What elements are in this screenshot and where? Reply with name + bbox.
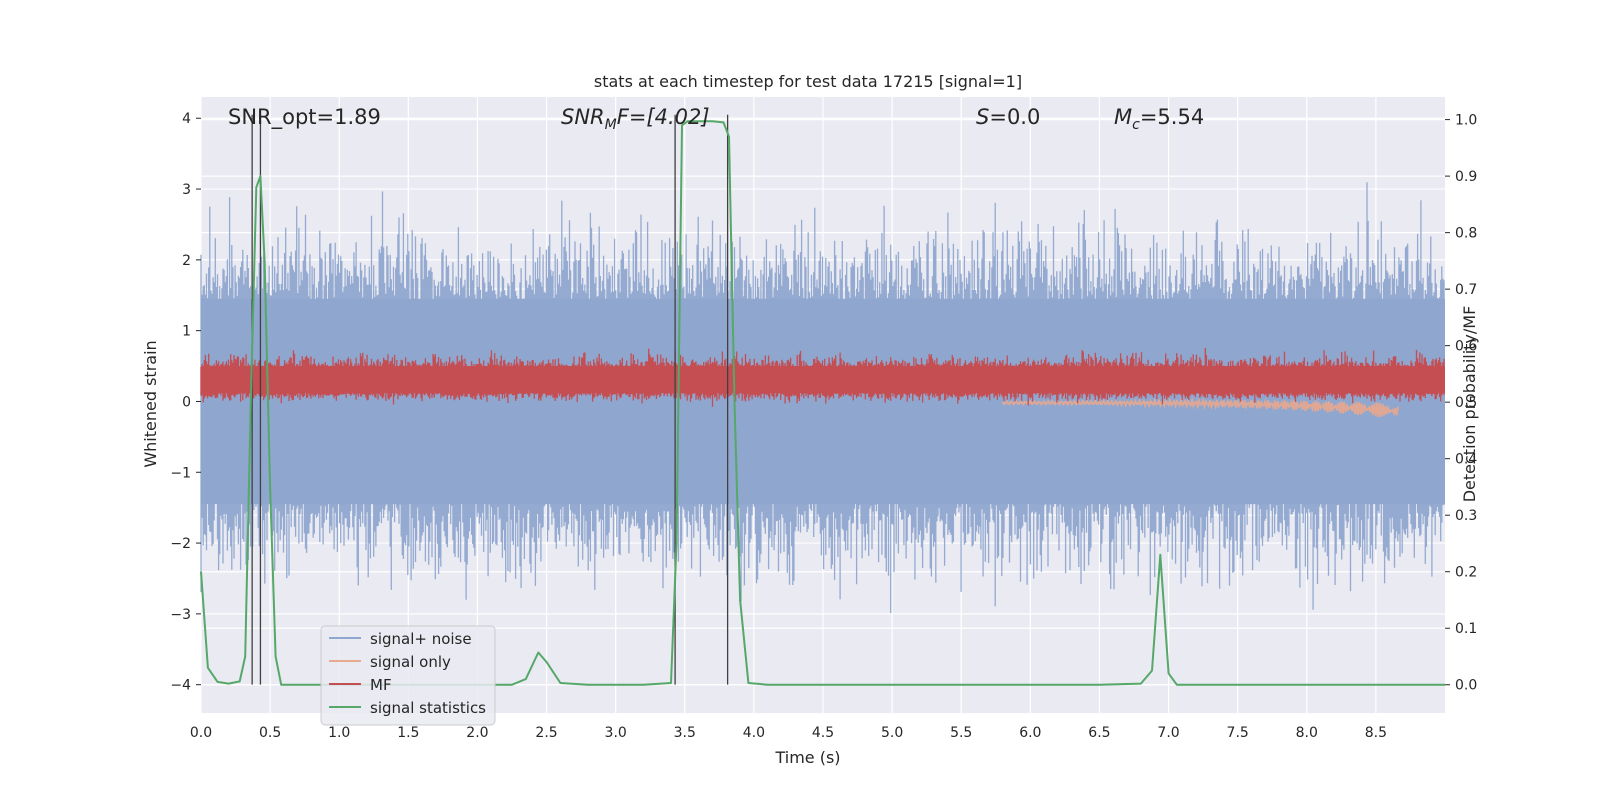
y-tick-label-right: 0.2 <box>1455 565 1477 581</box>
legend-label-signal-statistics: signal statistics <box>370 699 486 717</box>
annotation-s-italic: S <box>976 105 989 129</box>
y-axis-label-right: Detection probability/MF <box>1460 306 1479 503</box>
x-tick-label: 8.5 <box>1365 725 1387 741</box>
x-tick-label: 1.0 <box>328 725 350 741</box>
x-tick-label: 7.0 <box>1157 725 1179 741</box>
series-mf <box>200 347 1445 407</box>
annotation-mc-rest: =5.54 <box>1140 105 1204 129</box>
legend-item-signal-statistics: signal statistics <box>329 699 486 717</box>
series-signal-statistics <box>200 120 1445 686</box>
x-tick-label: 4.0 <box>743 725 765 741</box>
legend-item-mf: MF <box>329 676 392 694</box>
x-tick-label: 0.0 <box>190 725 212 741</box>
x-tick-label: 5.0 <box>881 725 903 741</box>
annotation-mc-italic: M <box>1114 105 1132 129</box>
signal-only-trace <box>1001 396 1399 418</box>
y-tick-label-left: −1 <box>170 465 191 481</box>
tick-labels: 0.0 0.5 1.0 1.5 2.0 2.5 3.0 3.5 4.0 4.5 5.0 5.5 6.0 6… <box>170 111 1477 741</box>
y-tick-label-left: 1 <box>182 324 191 340</box>
y-tick-label-right: 0.0 <box>1455 678 1477 694</box>
x-tick-label: 5.5 <box>950 725 972 741</box>
chart-title: stats at each timestep for test data 172… <box>594 72 1022 91</box>
y-tick-label-left: −3 <box>170 607 191 623</box>
annotation-snr-opt: SNR_opt=1.89 <box>228 105 381 130</box>
x-tick-label: 4.5 <box>812 725 834 741</box>
x-tick-label: 1.5 <box>397 725 419 741</box>
y-tick-label-left: −4 <box>170 678 191 694</box>
legend: signal+ noise signal only MF signal stat… <box>320 625 496 726</box>
annotation-snr-mf-sub: M <box>605 117 617 133</box>
annotation-mc-sub: c <box>1132 117 1140 133</box>
x-tick-label: 2.0 <box>466 725 488 741</box>
y-tick-label-right: 0.3 <box>1455 508 1477 524</box>
x-tick-label: 6.0 <box>1019 725 1041 741</box>
y-tick-label-right: 0.8 <box>1455 226 1477 242</box>
y-axis-label-left: Whitened strain <box>141 340 160 467</box>
x-tick-label: 7.5 <box>1227 725 1249 741</box>
y-tick-label-left: 3 <box>182 182 191 198</box>
x-axis-label: Time (s) <box>774 748 840 767</box>
y-tick-label-right: 1.0 <box>1455 113 1477 129</box>
y-tick-label-left: −2 <box>170 536 191 552</box>
x-tick-label: 3.0 <box>605 725 627 741</box>
legend-label-signal-only: signal only <box>370 653 451 671</box>
annotation-snr-mf: SNRMF=[4.02] <box>561 105 710 133</box>
x-tick-label: 8.0 <box>1296 725 1318 741</box>
legend-label-signal-plus-noise: signal+ noise <box>370 630 472 648</box>
legend-box <box>320 625 496 726</box>
y-tick-label-right: 0.7 <box>1455 282 1477 298</box>
y-tick-label-left: 2 <box>182 253 191 269</box>
x-tick-label: 3.5 <box>674 725 696 741</box>
annotation-snr-mf-main: SNR <box>561 105 605 129</box>
legend-label-mf: MF <box>370 676 392 694</box>
annotation-s: S=0.0 <box>976 105 1040 129</box>
x-tick-label: 0.5 <box>259 725 281 741</box>
annotation-s-rest: =0.0 <box>989 105 1040 129</box>
annotation-snr-mf-rest: F=[4.02] <box>617 105 710 129</box>
x-tick-label: 2.5 <box>535 725 557 741</box>
y-tick-label-right: 0.1 <box>1455 621 1477 637</box>
series-signal-only <box>1001 396 1399 418</box>
y-tick-label-right: 0.6 <box>1455 339 1477 355</box>
y-tick-label-right: 0.9 <box>1455 169 1477 185</box>
y-tick-label-left: 0 <box>182 394 191 410</box>
annotation-mc: Mc=5.54 <box>1114 105 1204 133</box>
mf-core <box>201 366 1445 393</box>
legend-item-signal-only: signal only <box>329 653 451 671</box>
y-tick-label-right: 0.5 <box>1455 395 1477 411</box>
y-tick-label-left: 4 <box>182 111 191 127</box>
signal-statistics-line <box>200 120 1445 686</box>
x-tick-label: 6.5 <box>1088 725 1110 741</box>
legend-item-signal-plus-noise: signal+ noise <box>329 630 472 648</box>
y-tick-label-right: 0.4 <box>1455 452 1477 468</box>
